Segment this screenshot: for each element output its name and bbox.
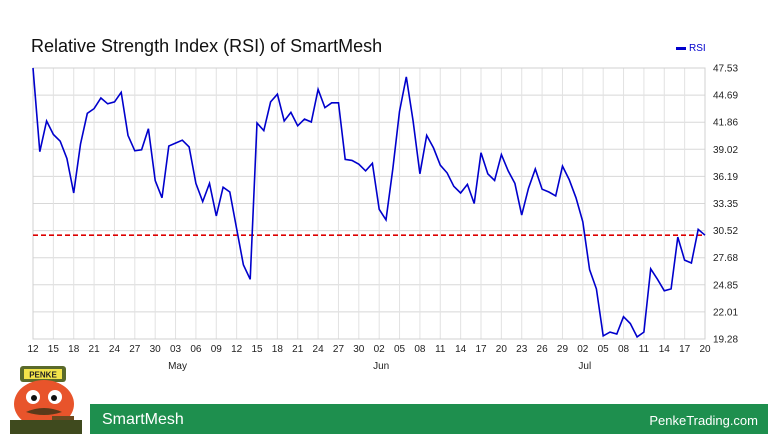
x-tick-label: 21 (89, 344, 101, 355)
x-tick-label: 18 (272, 344, 284, 355)
x-tick-label: 09 (211, 344, 223, 355)
rsi-chart: 47.53 44.69 41.86 39.02 36.19 33.35 30.52 27.68… (27, 64, 738, 373)
y-tick-label: 47.53 (713, 64, 738, 75)
footer-bar: SmartMesh PenkeTrading.com (90, 404, 768, 434)
x-tick-label: 30 (150, 344, 162, 355)
x-tick-label: 12 (27, 344, 39, 355)
y-tick-label: 41.86 (713, 118, 738, 129)
x-tick-label: 02 (374, 344, 386, 355)
x-tick-label: 02 (577, 344, 589, 355)
month-labels: May Jun Jul (168, 361, 591, 372)
footer-site: PenkeTrading.com (649, 413, 758, 428)
mascot-collar (10, 420, 82, 434)
mascot-mustache (26, 408, 62, 415)
x-tick-label: 21 (292, 344, 304, 355)
y-tick-label: 36.19 (713, 172, 738, 183)
x-tick-label: 05 (598, 344, 610, 355)
x-tick-label: 11 (435, 344, 446, 355)
month-label: May (168, 361, 187, 372)
y-tick-label: 33.35 (713, 199, 738, 210)
x-axis-ticks: 12 15 18 21 24 27 30 03 06 09 12 15 18 21 24 27 30 02 05 08… (27, 344, 711, 355)
rsi-series-line (32, 67, 706, 339)
x-tick-label: 20 (699, 344, 711, 355)
y-tick-label: 44.69 (713, 91, 738, 102)
legend: RSI (676, 43, 706, 54)
x-tick-label: 11 (639, 344, 650, 355)
mascot-badge-text: PENKE (29, 371, 57, 380)
x-tick-label: 29 (557, 344, 569, 355)
x-tick-label: 15 (251, 344, 263, 355)
x-tick-label: 12 (231, 344, 243, 355)
legend-swatch (676, 47, 686, 50)
x-tick-label: 30 (353, 344, 365, 355)
x-tick-label: 05 (394, 344, 406, 355)
x-tick-label: 24 (109, 344, 121, 355)
mascot-pipe (52, 416, 74, 420)
month-label: Jun (373, 361, 389, 372)
x-tick-label: 26 (537, 344, 549, 355)
x-tick-label: 17 (679, 344, 691, 355)
x-tick-label: 27 (333, 344, 345, 355)
x-tick-label: 17 (475, 344, 487, 355)
x-tick-label: 03 (170, 344, 182, 355)
y-tick-label: 39.02 (713, 145, 738, 156)
x-tick-label: 18 (68, 344, 80, 355)
x-tick-label: 08 (414, 344, 426, 355)
y-tick-label: 30.52 (713, 226, 738, 237)
grid (32, 67, 706, 340)
x-tick-label: 14 (659, 344, 671, 355)
x-tick-label: 14 (455, 344, 467, 355)
legend-label: RSI (689, 43, 706, 54)
y-tick-label: 19.28 (713, 335, 738, 346)
y-tick-label: 24.85 (713, 280, 738, 291)
y-tick-label: 22.01 (713, 307, 738, 318)
plot-frame (32, 67, 706, 340)
x-tick-label: 27 (129, 344, 141, 355)
x-tick-label: 20 (496, 344, 508, 355)
y-axis-ticks: 47.53 44.69 41.86 39.02 36.19 33.35 30.52 27.68… (713, 64, 738, 346)
y-tick-label: 27.68 (713, 253, 738, 264)
x-tick-label: 15 (48, 344, 60, 355)
x-tick-label: 06 (190, 344, 202, 355)
x-tick-label: 23 (516, 344, 528, 355)
footer-name: SmartMesh (102, 411, 184, 428)
x-tick-label: 24 (313, 344, 325, 355)
month-label: Jul (578, 361, 591, 372)
x-tick-label: 08 (618, 344, 630, 355)
penke-mascot: PENKE (4, 364, 88, 439)
chart-title: Relative Strength Index (RSI) of SmartMe… (31, 36, 383, 56)
mascot-badge (24, 369, 62, 379)
